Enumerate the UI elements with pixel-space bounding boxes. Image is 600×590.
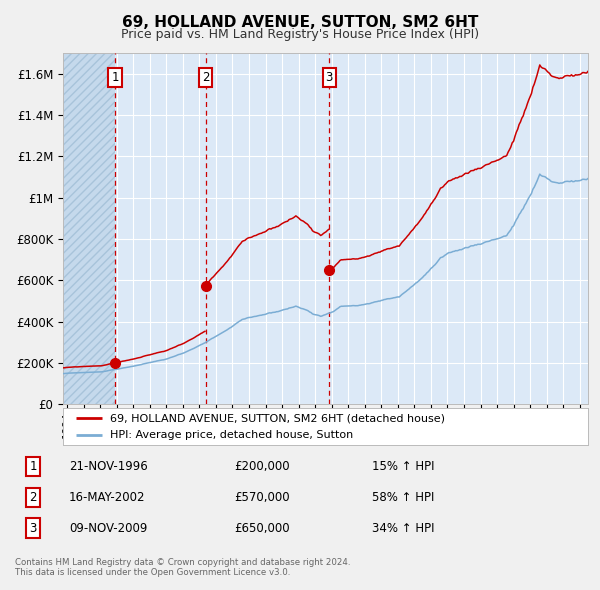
- Text: £650,000: £650,000: [234, 522, 290, 535]
- Text: 16-MAY-2002: 16-MAY-2002: [69, 491, 146, 504]
- Text: 2: 2: [202, 71, 209, 84]
- Text: 09-NOV-2009: 09-NOV-2009: [69, 522, 148, 535]
- Text: 21-NOV-1996: 21-NOV-1996: [69, 460, 148, 473]
- Text: £200,000: £200,000: [234, 460, 290, 473]
- Text: 15% ↑ HPI: 15% ↑ HPI: [372, 460, 434, 473]
- Text: 34% ↑ HPI: 34% ↑ HPI: [372, 522, 434, 535]
- Text: HPI: Average price, detached house, Sutton: HPI: Average price, detached house, Sutt…: [110, 431, 353, 440]
- Text: 3: 3: [326, 71, 333, 84]
- Text: Price paid vs. HM Land Registry's House Price Index (HPI): Price paid vs. HM Land Registry's House …: [121, 28, 479, 41]
- Text: 1: 1: [112, 71, 119, 84]
- Text: £570,000: £570,000: [234, 491, 290, 504]
- Text: 2: 2: [29, 491, 37, 504]
- Text: 69, HOLLAND AVENUE, SUTTON, SM2 6HT (detached house): 69, HOLLAND AVENUE, SUTTON, SM2 6HT (det…: [110, 414, 445, 423]
- Text: 58% ↑ HPI: 58% ↑ HPI: [372, 491, 434, 504]
- Bar: [63, 53, 115, 404]
- Text: 69, HOLLAND AVENUE, SUTTON, SM2 6HT: 69, HOLLAND AVENUE, SUTTON, SM2 6HT: [122, 15, 478, 30]
- Text: 3: 3: [29, 522, 37, 535]
- Text: Contains HM Land Registry data © Crown copyright and database right 2024.
This d: Contains HM Land Registry data © Crown c…: [15, 558, 350, 577]
- Text: 1: 1: [29, 460, 37, 473]
